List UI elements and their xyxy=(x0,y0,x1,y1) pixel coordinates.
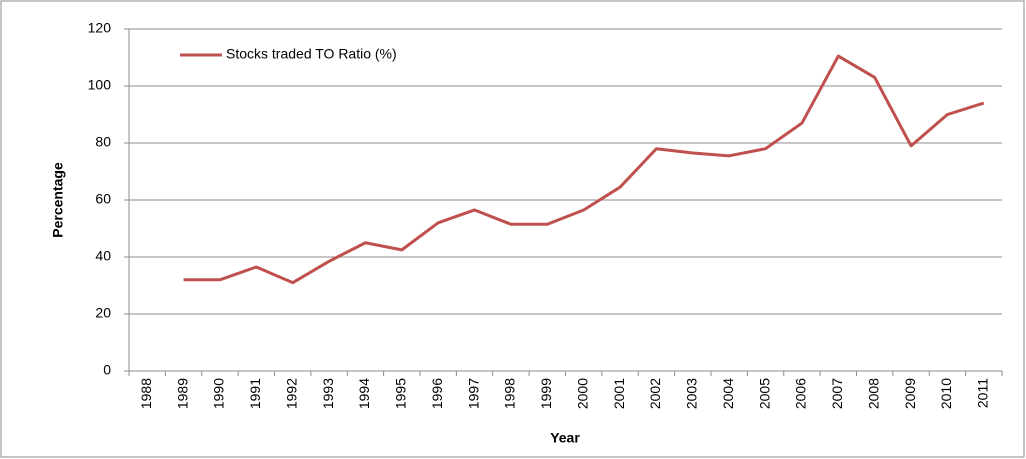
y-tick-label: 80 xyxy=(95,134,111,150)
x-tick-label: 1988 xyxy=(138,378,154,409)
x-tick-label: 1998 xyxy=(502,378,518,409)
x-tick-label: 1996 xyxy=(429,378,445,409)
x-tick-label: 2008 xyxy=(865,378,881,409)
x-tick-label: 2011 xyxy=(975,378,991,408)
x-tick-label: 2010 xyxy=(938,378,954,409)
x-tick-label: 1993 xyxy=(320,378,336,409)
x-tick-label: 1991 xyxy=(247,378,263,409)
x-tick-label: 2009 xyxy=(902,378,918,409)
x-tick-label: 2006 xyxy=(793,378,809,409)
x-axis-label: Year xyxy=(550,430,580,446)
x-tick-label: 2000 xyxy=(574,378,590,409)
x-tick-label: 1990 xyxy=(211,378,227,409)
y-tick-label: 40 xyxy=(95,248,111,264)
x-tick-label: 1995 xyxy=(393,378,409,409)
x-tick-label: 1997 xyxy=(465,378,481,409)
x-tick-label: 1999 xyxy=(538,378,554,409)
y-axis-label: Percentage xyxy=(50,162,66,238)
x-tick-label: 2004 xyxy=(720,378,736,409)
x-tick-label: 1989 xyxy=(174,378,190,409)
y-tick-label: 60 xyxy=(95,191,111,207)
x-tick-label: 2002 xyxy=(647,378,663,409)
y-tick-label: 120 xyxy=(88,20,112,36)
y-tick-label: 100 xyxy=(88,77,112,93)
data-line xyxy=(183,54,985,285)
x-tick-label: 2007 xyxy=(829,378,845,409)
x-tick-label: 2003 xyxy=(684,378,700,409)
x-tick-label: 2005 xyxy=(756,378,772,409)
x-tick-label: 1992 xyxy=(283,378,299,409)
x-tick-label: 1994 xyxy=(356,378,372,409)
x-tick-label: 2001 xyxy=(611,378,627,409)
y-tick-label: 20 xyxy=(95,305,111,321)
legend-label: Stocks traded TO Ratio (%) xyxy=(226,46,397,62)
y-tick-label: 0 xyxy=(103,362,111,378)
